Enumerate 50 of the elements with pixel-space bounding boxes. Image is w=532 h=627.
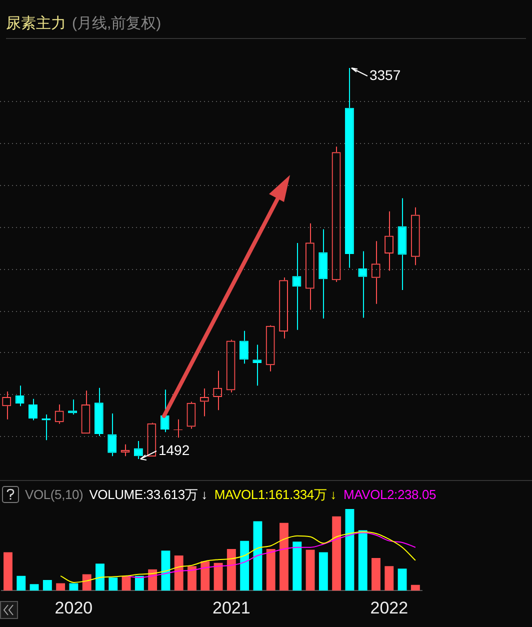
bar xyxy=(332,516,342,591)
candlestick xyxy=(318,228,328,320)
candlestick xyxy=(94,387,104,436)
bar xyxy=(82,574,92,591)
bar xyxy=(161,550,170,591)
text: MAVOL1:161.334万 ↓ xyxy=(214,487,336,502)
text: VOLUME:33.613万 ↓ xyxy=(89,487,208,502)
bar xyxy=(398,568,407,591)
candlestick xyxy=(68,398,78,416)
bar xyxy=(148,569,158,591)
bar xyxy=(200,561,210,591)
candlestick xyxy=(239,330,248,364)
bar xyxy=(16,576,26,591)
bar xyxy=(240,540,250,591)
bar xyxy=(410,584,420,591)
candlestick xyxy=(398,198,407,291)
bar xyxy=(345,509,354,591)
bar xyxy=(69,583,78,591)
bar xyxy=(226,548,236,591)
bar xyxy=(174,556,184,591)
bar xyxy=(253,521,262,591)
chart-subtitle: (月线,前复权) xyxy=(72,15,162,32)
bar xyxy=(358,530,368,591)
bar xyxy=(122,576,131,591)
bar xyxy=(214,562,223,591)
bar xyxy=(56,583,66,591)
legend-title: VOL(5,10) xyxy=(25,487,84,502)
bar xyxy=(372,558,380,591)
chart-title: 尿素主力 xyxy=(6,15,66,32)
bar xyxy=(188,566,196,591)
candlestick xyxy=(252,344,262,386)
candlestick xyxy=(108,413,117,457)
bar xyxy=(318,552,328,591)
bar xyxy=(4,552,12,591)
annotation: 1492 xyxy=(158,442,190,458)
bar xyxy=(30,584,39,591)
bar xyxy=(134,576,144,591)
bar xyxy=(96,564,104,591)
bar xyxy=(292,542,302,591)
bar xyxy=(266,548,276,591)
x-tick-label: 2022 xyxy=(370,598,408,618)
text: MAVOL2:238.05 xyxy=(343,487,436,502)
bar xyxy=(42,580,52,591)
bar xyxy=(108,578,118,591)
bar xyxy=(306,550,315,591)
x-tick-label: 2021 xyxy=(212,598,250,618)
x-tick-label: 2020 xyxy=(54,598,93,618)
annotation: 3357 xyxy=(369,66,401,83)
bar xyxy=(280,522,288,591)
bar xyxy=(384,566,394,591)
